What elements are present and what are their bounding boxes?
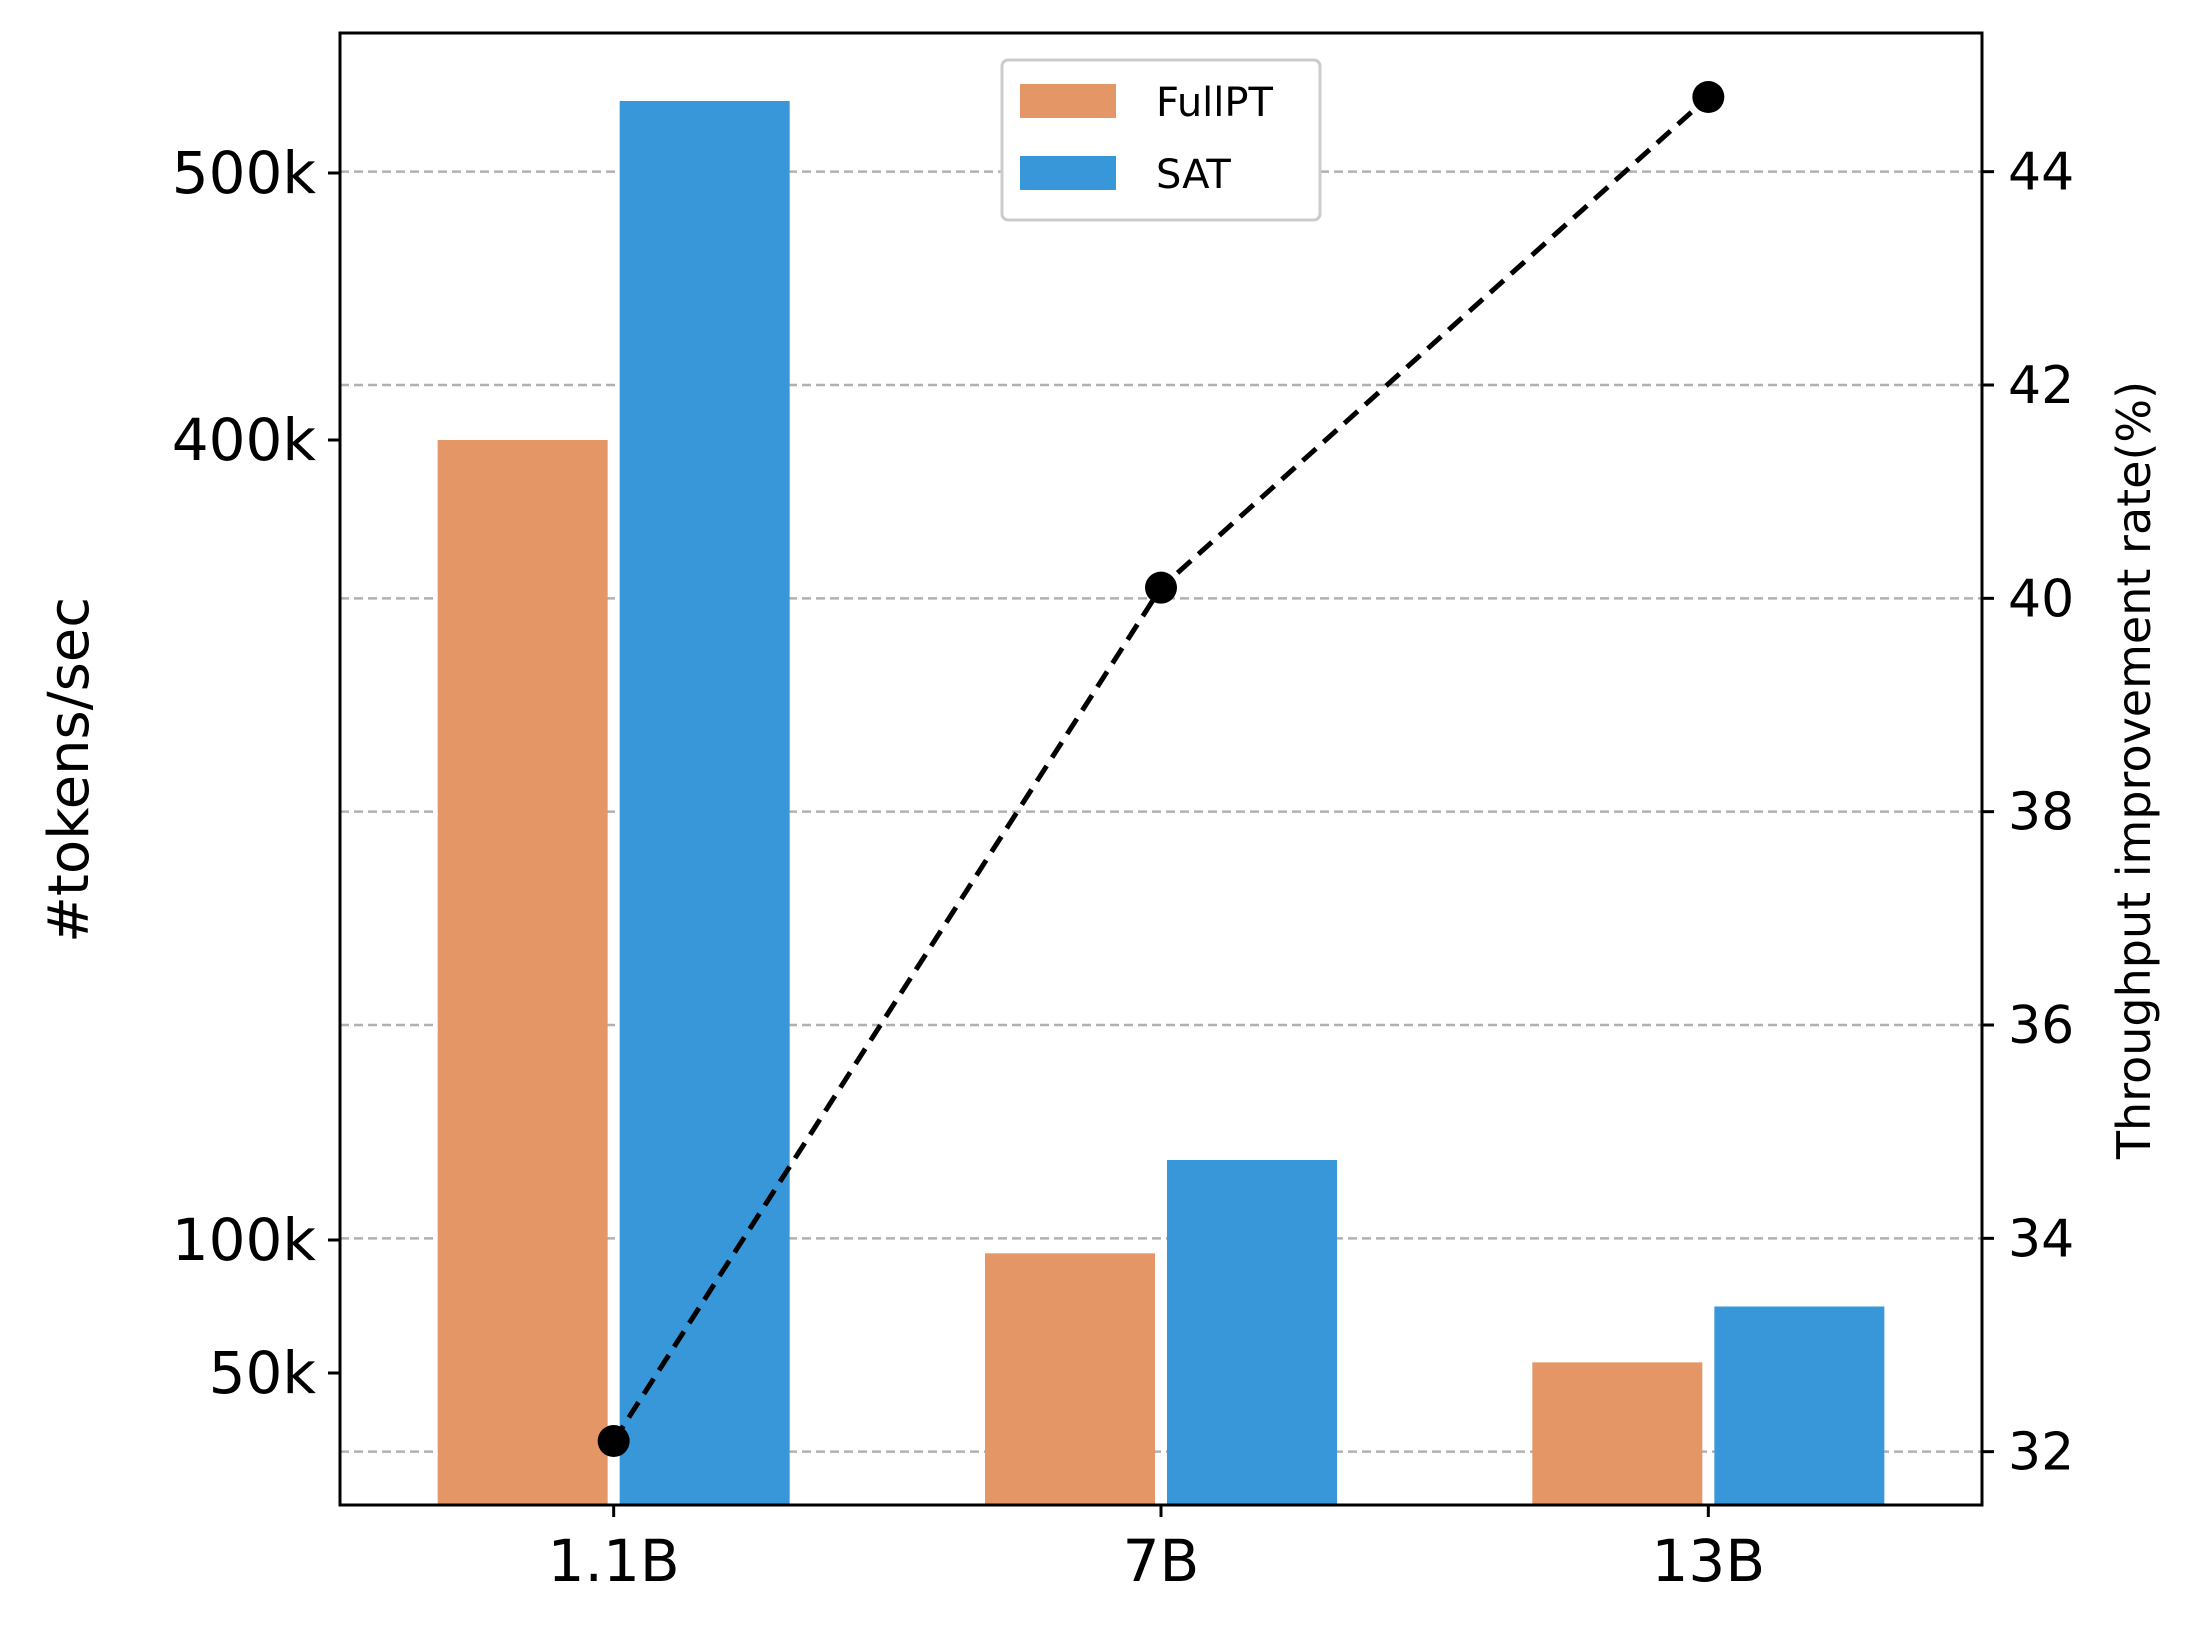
y2-axis-title: Throughput improvement rate(%) — [2107, 381, 2161, 1160]
bar-sat-7b — [1167, 1160, 1337, 1505]
y2-tick-label-32: 32 — [2008, 1423, 2074, 1483]
bar-sat-1-1b — [619, 101, 790, 1505]
y-tick-label-400k: 400k — [172, 406, 317, 474]
legend-label-fullpt: FullPT — [1156, 80, 1274, 126]
y2-tick-label-40: 40 — [2008, 569, 2074, 629]
ticks-layer: 50k 100k 400k 500k 32 34 36 38 40 42 44 1.1B 7B 13B — [172, 139, 2074, 1595]
bar-fullpt-1-1b — [437, 440, 608, 1505]
improvement-point-1-1b — [597, 1425, 630, 1457]
legend: FullPT SAT — [1000, 58, 1322, 222]
legend-swatch-fullpt — [1020, 84, 1116, 118]
bar-fullpt-7b — [985, 1253, 1155, 1505]
y2-tick-label-34: 34 — [2008, 1209, 2074, 1269]
bar-sat-13b — [1714, 1306, 1885, 1505]
y-tick-label-500k: 500k — [172, 139, 317, 207]
improvement-point-7b — [1145, 571, 1177, 604]
y2-tick-label-36: 36 — [2008, 996, 2074, 1056]
legend-label-sat: SAT — [1156, 152, 1231, 198]
bars-layer — [437, 101, 1885, 1505]
improvement-point-13b — [1692, 81, 1725, 113]
x-tick-label-13b: 13B — [1652, 1527, 1766, 1595]
y-tick-label-100k: 100k — [172, 1206, 317, 1274]
x-tick-label-7b: 7B — [1123, 1527, 1200, 1595]
bar-fullpt-13b — [1532, 1362, 1703, 1505]
line-layer — [597, 81, 1725, 1457]
y2-tick-label-44: 44 — [2008, 143, 2074, 203]
y2-tick-label-38: 38 — [2008, 783, 2074, 843]
x-tick-label-1-1b: 1.1B — [548, 1527, 680, 1595]
y-tick-label-50k: 50k — [209, 1339, 317, 1407]
legend-swatch-sat — [1020, 156, 1116, 190]
y-axis-title: #tokens/sec — [37, 597, 102, 943]
y2-tick-label-42: 42 — [2008, 356, 2074, 416]
